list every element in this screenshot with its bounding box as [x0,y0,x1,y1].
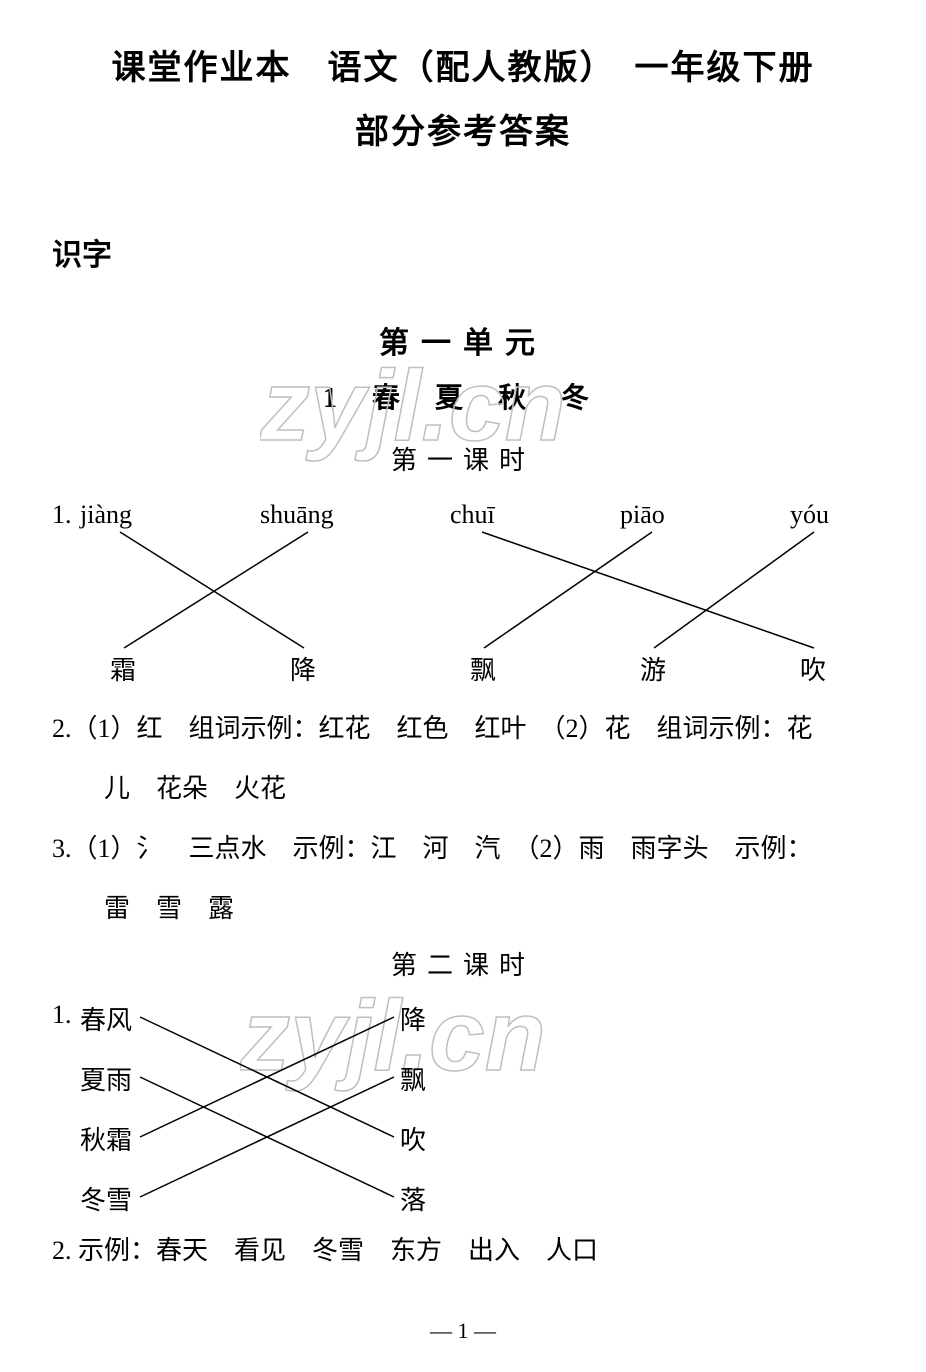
sub-lesson-first: 第一课时 [0,440,926,477]
q2b-edge-2 [140,1017,394,1137]
q1-pinyin-1: shuāng [260,500,334,530]
q1-edge-1 [124,532,308,648]
q3-line1: 3.（1）氵 三点水 示例：江 河 汽 （2）雨 雨字头 示例： [52,828,884,870]
q1-edge-2 [482,532,814,648]
q1-char-4: 吹 [800,650,826,687]
title-line1: 课堂作业本 语文（配人教版） 一年级下册 [0,40,926,89]
title-line2: 部分参考答案 [0,104,926,153]
watermark-2: zyjl.cn [240,970,700,1115]
page-number: — 1 — [0,1318,926,1344]
q1-char-3: 游 [640,650,666,687]
q2b-right-1: 飘 [400,1060,426,1097]
q2b-right-2: 吹 [400,1120,426,1157]
q2b-right-3: 落 [400,1180,426,1217]
q1-pinyin-4: yóu [790,500,829,530]
q2-line1: 2.（1）红 组词示例：红花 红色 红叶 （2）花 组词示例：花 [52,708,884,750]
q2b-edge-1 [140,1077,394,1197]
unit-heading: 第一单元 [0,318,926,362]
q1-edge-0 [120,532,304,648]
q2b-prefix: 1. [52,1000,72,1030]
q1-char-2: 飘 [470,650,496,687]
sub-lesson-second: 第二课时 [0,945,926,982]
q1-prefix: 1. [52,500,72,530]
q1-pinyin-0: jiàng [80,500,132,530]
q2b-left-2: 秋霜 [80,1120,132,1157]
q2b-left-0: 春风 [80,1000,132,1037]
q2b-left-3: 冬雪 [80,1180,132,1217]
q1-char-0: 霜 [110,650,136,687]
q2-line2: 儿 花朵 火花 [52,768,884,810]
q2b-right-0: 降 [400,1000,426,1037]
lesson-name: 春 夏 秋 冬 [372,383,603,414]
q3-line2: 雷 雪 露 [52,888,884,930]
q2b-edge-0 [140,1017,394,1137]
page: 课堂作业本 语文（配人教版） 一年级下册 部分参考答案 识字 第一单元 1 春 … [0,0,926,1372]
q2b-answer: 2. 示例：春天 看见 冬雪 东方 出入 人口 [52,1230,884,1272]
q1-char-1: 降 [290,650,316,687]
section-heading: 识字 [52,230,112,274]
q1-pinyin-3: piāo [620,500,665,530]
watermark-text-2: zyjl.cn [240,980,546,1092]
q1-edge-4 [654,532,814,648]
q2b-left-1: 夏雨 [80,1060,132,1097]
q1-pinyin-2: chuī [450,500,495,530]
q1-edge-3 [484,532,652,648]
q2b-match-lines [0,0,926,1250]
q2b-edge-3 [140,1077,394,1197]
lesson-title: 1 春 夏 秋 冬 [0,376,926,416]
lesson-number: 1 [323,383,351,414]
